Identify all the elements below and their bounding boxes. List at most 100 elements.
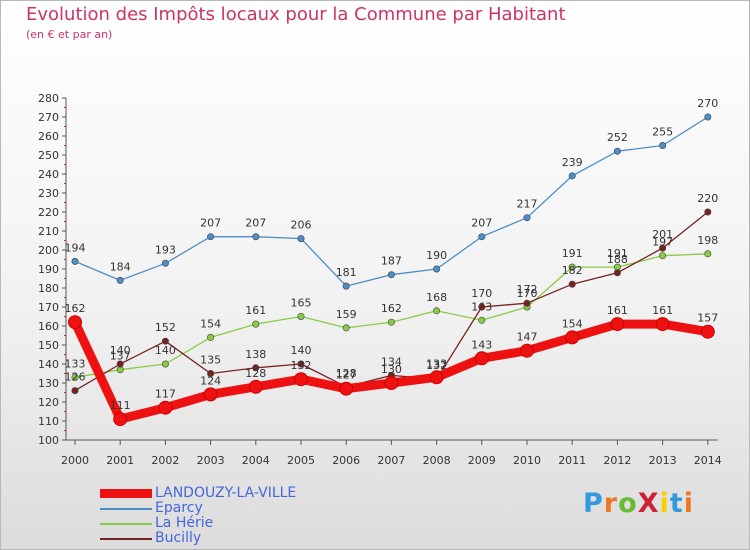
series-la-h-rie: 1331371401541611651591621681631701911911… [65, 234, 718, 381]
data-point [659, 252, 667, 260]
data-label: 162 [65, 302, 86, 315]
data-label: 126 [65, 371, 86, 384]
logo-letter: r [603, 488, 619, 519]
data-label: 161 [607, 304, 628, 317]
data-label: 162 [381, 302, 402, 315]
y-tick-label: 110 [38, 415, 59, 428]
legend-label: LANDOUZY-LA-VILLE [155, 485, 297, 501]
data-point [478, 316, 486, 324]
data-label: 135 [200, 354, 221, 367]
logo-letter: i [683, 488, 694, 519]
data-label: 207 [471, 217, 492, 230]
y-tick-label: 130 [38, 377, 59, 390]
y-tick-label: 180 [38, 282, 59, 295]
data-point [342, 282, 350, 290]
data-label: 188 [607, 253, 628, 266]
data-label: 140 [110, 344, 131, 357]
data-point [207, 233, 215, 241]
logo-letter: t [669, 488, 684, 519]
data-label: 239 [562, 156, 583, 169]
data-label: 165 [291, 297, 312, 310]
data-label: 157 [697, 312, 718, 325]
data-label: 206 [291, 219, 312, 232]
data-label: 197 [652, 236, 673, 249]
data-point [520, 343, 534, 358]
data-point [429, 370, 444, 385]
chart-title: Evolution des Impôts locaux pour la Comm… [26, 4, 566, 25]
data-label: 220 [697, 192, 718, 205]
data-point [252, 320, 260, 328]
y-tick-label: 280 [38, 92, 59, 105]
data-point [613, 147, 621, 155]
data-point [523, 299, 531, 307]
y-tick-label: 230 [38, 187, 59, 200]
data-label: 161 [245, 304, 266, 317]
data-point [252, 364, 260, 372]
data-point [68, 315, 82, 330]
data-label: 172 [517, 283, 538, 296]
legend-item-landouzy[interactable]: LANDOUZY-LA-VILLE [100, 485, 360, 501]
x-tick-label: 2001 [106, 454, 134, 467]
y-tick-label: 240 [38, 168, 59, 181]
y-tick-label: 100 [38, 434, 59, 447]
data-point [704, 113, 712, 121]
data-point [659, 142, 667, 150]
x-tick-label: 2014 [694, 454, 722, 467]
legend-item-eparcy[interactable]: Eparcy [100, 500, 360, 516]
data-point [161, 360, 169, 368]
data-label: 111 [110, 399, 131, 412]
data-point [704, 250, 712, 258]
data-point [433, 307, 441, 315]
legend-label: La Hérie [155, 515, 214, 531]
x-tick-label: 2003 [197, 454, 225, 467]
data-point [565, 330, 580, 345]
data-point [297, 360, 305, 368]
data-label: 128 [245, 367, 266, 380]
data-point [161, 259, 169, 267]
data-label: 154 [200, 317, 221, 330]
data-point [116, 276, 124, 284]
legend-swatch [100, 508, 152, 510]
data-point [610, 317, 625, 332]
chart-subtitle: (en € et par an) [26, 28, 113, 41]
logo-letter: P [583, 488, 604, 519]
data-label: 252 [607, 131, 628, 144]
data-point [71, 373, 79, 381]
y-tick-label: 190 [38, 263, 59, 276]
data-label: 170 [471, 287, 492, 300]
x-tick-label: 2004 [242, 454, 270, 467]
data-point [613, 269, 621, 277]
data-label: 168 [426, 291, 447, 304]
legend-item-bucilly[interactable]: Bucilly [100, 530, 360, 546]
y-tick-label: 150 [38, 339, 59, 352]
y-tick-label: 160 [38, 320, 59, 333]
x-tick-label: 2012 [603, 454, 631, 467]
data-point [568, 280, 576, 288]
data-label: 187 [381, 255, 402, 268]
logo-letter: o [618, 488, 638, 519]
data-label: 193 [155, 243, 176, 256]
x-tick-label: 2006 [332, 454, 360, 467]
data-label: 161 [652, 304, 673, 317]
data-point [384, 376, 399, 390]
data-point [474, 351, 489, 366]
proxiti-logo: ProXiti [583, 488, 694, 519]
y-tick-label: 140 [38, 358, 59, 371]
y-tick-label: 260 [38, 130, 59, 143]
data-point [568, 263, 576, 271]
data-label: 154 [562, 317, 583, 330]
data-label: 128 [336, 367, 357, 380]
data-point [116, 360, 124, 368]
data-point [478, 303, 486, 311]
data-point [294, 372, 308, 387]
legend-item-la-herie[interactable]: La Hérie [100, 515, 360, 531]
data-label: 117 [155, 388, 176, 401]
data-point [342, 324, 350, 332]
legend-swatch [100, 523, 152, 525]
data-label: 184 [110, 260, 131, 273]
data-label: 137 [110, 350, 131, 363]
logo-letter: X [637, 488, 660, 519]
data-point [339, 381, 354, 396]
